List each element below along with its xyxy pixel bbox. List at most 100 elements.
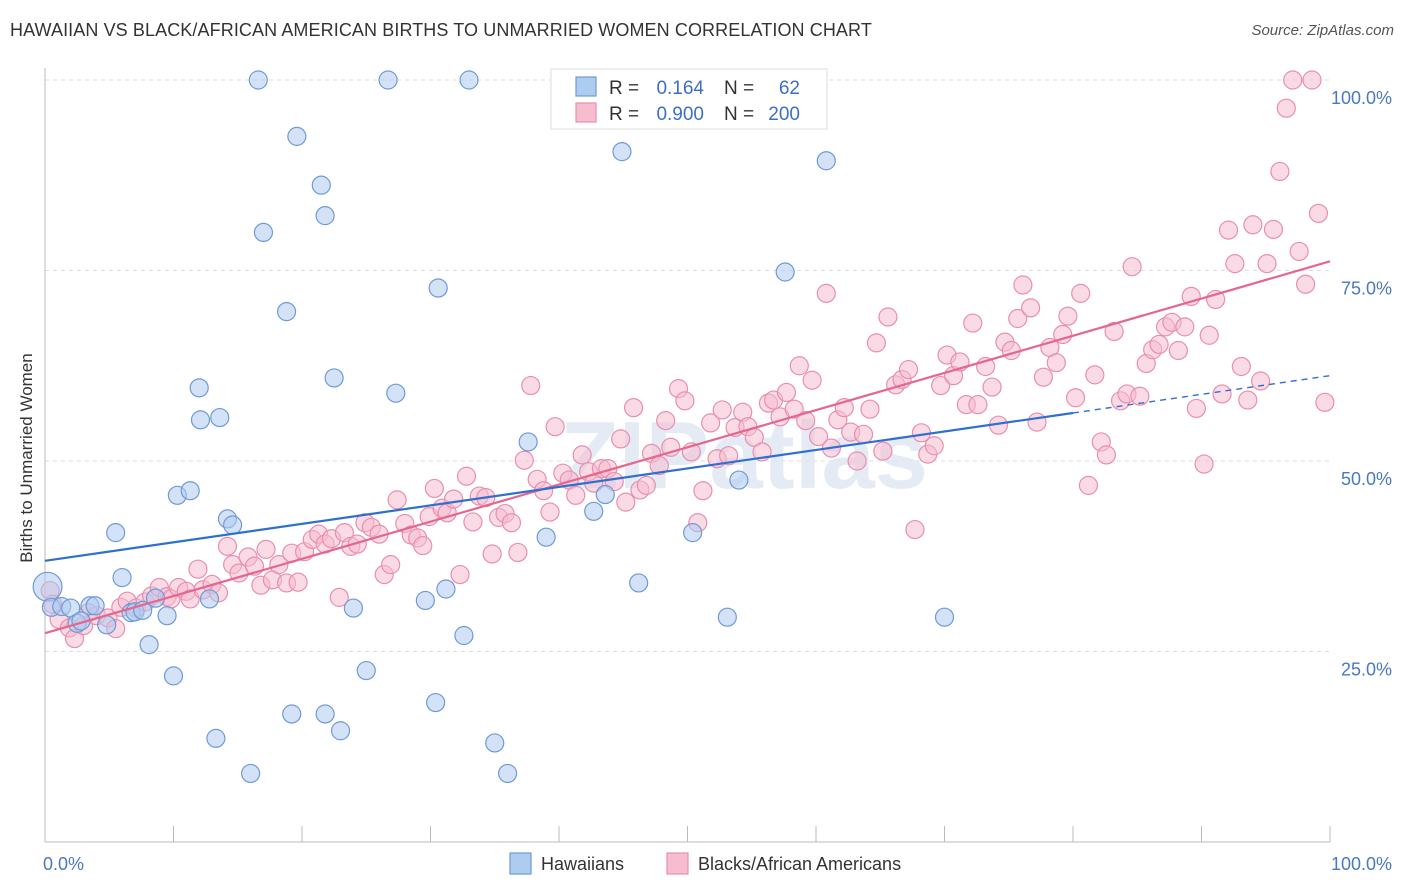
blue-point [454, 625, 474, 646]
blue-point [629, 573, 649, 593]
blue-point [683, 523, 703, 543]
blue-point [330, 721, 351, 741]
pink-point [456, 466, 477, 486]
legend: Hawaiians Blacks/African Americans [509, 852, 901, 875]
blue-point [518, 432, 538, 452]
stats-pink-n-label: N = [724, 104, 754, 125]
blue-point [241, 763, 261, 784]
stats-pink-swatch [575, 102, 597, 123]
stats-blue-n-value: 62 [779, 78, 800, 99]
pink-point [719, 446, 739, 466]
pink-point [1122, 257, 1142, 277]
pink-point [1071, 283, 1091, 303]
pink-point [508, 542, 528, 563]
pink-point [482, 544, 502, 564]
pink-point [256, 539, 276, 559]
pink-point [789, 356, 809, 376]
y-tick-label: 50.0% [1341, 469, 1392, 489]
pink-point [623, 398, 644, 418]
blue-point [436, 579, 456, 599]
pink-point [1276, 98, 1296, 118]
blue-point [199, 589, 220, 609]
pink-point [188, 559, 208, 579]
y-axis-title: Births to Unmarried Women [17, 353, 36, 562]
pink-point [1263, 219, 1284, 239]
blue-point [223, 515, 243, 535]
pink-point [898, 359, 919, 380]
source-credit: Source: ZipAtlas.com [1251, 22, 1394, 39]
blue-point [595, 484, 615, 505]
legend-pink-label: Blacks/African Americans [698, 854, 901, 874]
blue-point [163, 666, 184, 686]
blue-trend-line [44, 411, 1074, 562]
pink-point [1212, 384, 1232, 404]
blue-point [85, 596, 105, 616]
pink-point [784, 399, 804, 419]
blue-point [145, 588, 166, 608]
blue-point [276, 302, 297, 322]
stats-pink-r-label: R = [609, 104, 639, 125]
y-tick-label: 25.0% [1341, 660, 1392, 680]
pink-point [1218, 220, 1239, 240]
pink-point [1175, 317, 1195, 337]
x-tick-label-min: 0.0% [43, 854, 84, 874]
pink-point [931, 375, 951, 396]
pink-point [1078, 475, 1099, 495]
pink-point [905, 519, 925, 540]
pink-point [217, 536, 238, 556]
pink-point [1130, 386, 1150, 406]
pink-point [712, 400, 732, 420]
pink-point [1168, 340, 1188, 361]
pink-point [1231, 356, 1251, 377]
pink-point [444, 489, 464, 509]
pink-point [924, 436, 944, 456]
blue-series-points [32, 70, 955, 784]
pink-point [1085, 365, 1105, 385]
blue-point [282, 704, 302, 724]
pink-point [1270, 161, 1290, 182]
pink-point [1295, 274, 1316, 294]
pink-point [572, 445, 592, 465]
stats-pink-n-value: 200 [768, 104, 800, 125]
pink-point [514, 450, 534, 470]
pink-point [501, 513, 522, 533]
blue-point [315, 206, 335, 226]
pink-point [860, 399, 880, 419]
pink-point [968, 395, 988, 415]
pink-point [1194, 454, 1214, 474]
pink-point [1238, 390, 1258, 410]
blue-point [386, 383, 406, 403]
blue-point [378, 70, 398, 90]
blue-point [428, 278, 448, 298]
y-tick-label: 100.0% [1331, 88, 1392, 108]
blue-point [210, 407, 230, 428]
trend-lines [44, 260, 1331, 635]
pink-point [1027, 412, 1047, 432]
pink-point [1315, 392, 1335, 412]
pink-point [1308, 203, 1329, 223]
pink-point [1013, 275, 1033, 295]
blue-point [248, 70, 268, 90]
blue-point [206, 728, 226, 748]
blue-point [315, 704, 335, 724]
y-tick-labels: 25.0% 50.0% 75.0% 100.0% [1331, 88, 1392, 680]
pink-point [1199, 325, 1219, 345]
blue-point [180, 481, 200, 501]
pink-point [1046, 353, 1066, 373]
blue-point [157, 606, 177, 626]
blue-point [498, 763, 518, 784]
blue-point [287, 126, 307, 146]
blue-point [584, 501, 604, 521]
pink-point [1257, 254, 1277, 274]
blue-point [536, 527, 556, 547]
blue-point [190, 410, 211, 430]
stats-box: R = 0.164 N = 62 R = 0.900 N = 200 [550, 68, 828, 130]
pink-point [288, 572, 308, 592]
blue-point [415, 590, 435, 611]
legend-blue-swatch [509, 852, 532, 875]
blue-point [324, 368, 344, 388]
pink-point [1225, 254, 1245, 274]
pink-point [521, 375, 541, 396]
blue-point [343, 598, 363, 618]
